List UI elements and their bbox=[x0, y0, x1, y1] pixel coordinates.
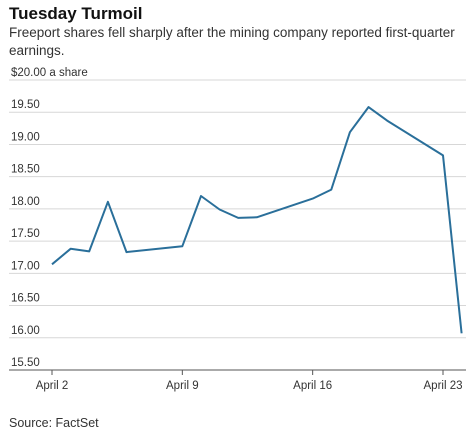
y-tick-label: 16.00 bbox=[11, 325, 40, 337]
y-tick-label: 19.00 bbox=[11, 131, 40, 143]
y-tick-label: 17.00 bbox=[11, 260, 40, 272]
y-tick-label: 17.50 bbox=[11, 228, 40, 240]
y-tick-label: $20.00 a share bbox=[11, 67, 88, 79]
line-chart: $20.00 a share 19.50 19.00 18.50 18.00 17.50 1… bbox=[9, 67, 466, 392]
x-tick-label: April 16 bbox=[293, 380, 332, 392]
chart-subtitle: Freeport shares fell sharply after the m… bbox=[9, 25, 455, 58]
y-tick-label: 18.00 bbox=[11, 196, 40, 208]
price-series-line bbox=[51, 106, 463, 334]
y-tick-label: 15.50 bbox=[11, 357, 40, 369]
y-tick-label: 19.50 bbox=[11, 99, 40, 111]
chart-source: Source: FactSet bbox=[9, 416, 99, 430]
x-tick-label: April 23 bbox=[424, 380, 463, 392]
x-tick-label: April 2 bbox=[36, 380, 69, 392]
y-tick-label: 18.50 bbox=[11, 164, 40, 176]
chart-title: Tuesday Turmoil bbox=[9, 4, 143, 23]
x-tick-label: April 9 bbox=[166, 380, 199, 392]
y-tick-label: 16.50 bbox=[11, 293, 40, 305]
